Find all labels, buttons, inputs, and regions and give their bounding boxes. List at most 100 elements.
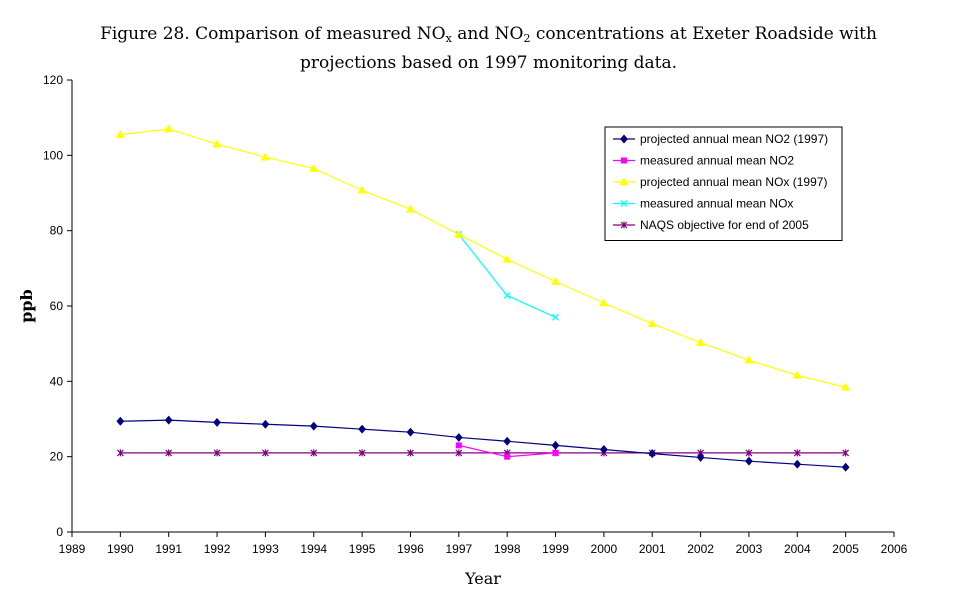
data-point (599, 445, 608, 454)
data-point (454, 433, 463, 442)
data-point (115, 130, 125, 138)
data-point (841, 462, 850, 472)
x-tick-label: 1993 (252, 542, 279, 556)
data-point (358, 449, 366, 457)
legend-marker (619, 177, 629, 186)
data-point (792, 370, 802, 379)
legend-label: measured annual mean NO2 (640, 154, 794, 168)
x-tick-label: 1989 (59, 542, 86, 556)
title-sub-2: 2 (523, 32, 531, 45)
data-point (357, 185, 367, 194)
y-tick-label: 100 (43, 148, 63, 162)
data-point (165, 449, 173, 457)
data-point (504, 453, 511, 460)
data-point (841, 382, 851, 391)
x-tick-label: 1992 (204, 542, 231, 556)
legend: projected annual mean NO2 (1997) measured… (604, 126, 843, 241)
x-tick-label: 2003 (736, 542, 763, 556)
x-tick-label: 2004 (784, 542, 811, 556)
data-point (213, 417, 221, 427)
data-point (647, 319, 657, 328)
series-1 (116, 415, 850, 472)
data-point (744, 355, 754, 364)
data-point (551, 440, 560, 450)
legend-entry: projected annual mean NOx (1997) (613, 175, 827, 189)
data-point (696, 452, 705, 462)
series-line (120, 128, 846, 388)
data-point (745, 456, 753, 466)
y-tick-label: 40 (50, 374, 64, 388)
data-point (552, 313, 559, 321)
data-point (503, 436, 512, 446)
data-point (455, 442, 462, 449)
data-point (648, 449, 657, 459)
chart-title-line-2: projections based on 1997 monitoring dat… (299, 53, 677, 73)
data-point (454, 229, 464, 238)
legend-marker (620, 221, 628, 229)
x-tick-label: 1996 (397, 542, 424, 556)
x-tick-label: 1990 (107, 542, 134, 556)
data-point (309, 421, 318, 431)
data-point (116, 449, 124, 457)
series-line (120, 419, 846, 468)
legend-entry: NAQS objective for end of 2005 (613, 218, 809, 232)
x-tick-label: 2001 (639, 542, 666, 556)
data-point (309, 163, 319, 172)
legend-marker (620, 200, 628, 207)
data-point (793, 449, 801, 457)
data-point (551, 276, 561, 285)
series-line (458, 234, 556, 318)
data-point (164, 415, 173, 425)
series-3 (115, 124, 851, 391)
data-point (260, 152, 270, 161)
data-point (552, 449, 559, 456)
legend-entry: projected annual mean NO2 (1997) (613, 132, 828, 146)
data-point (745, 449, 753, 457)
title-text-b: and NO (451, 24, 524, 44)
legend-marker (620, 134, 628, 144)
data-point (502, 254, 512, 263)
x-tick-label: 1998 (494, 542, 521, 556)
x-tick-label: 1994 (300, 542, 327, 556)
y-tick-label: 60 (50, 299, 64, 313)
chart-title: Figure 28. Comparison of measured NOx an… (0, 22, 977, 76)
x-tick-label: 2005 (832, 542, 859, 556)
x-tick-label: 1999 (542, 542, 569, 556)
series-2 (455, 442, 559, 460)
legend-label: measured annual mean NOx (640, 197, 793, 211)
data-point (407, 449, 414, 457)
title-sub-x: x (445, 32, 452, 45)
data-point (406, 427, 415, 437)
chart-title-line-1: Figure 28. Comparison of measured NOx an… (0, 22, 977, 51)
data-point (116, 416, 125, 426)
x-tick-label: 1997 (445, 542, 472, 556)
data-point (164, 124, 174, 133)
x-axis-title: Year (464, 569, 501, 588)
x-tick-label: 1991 (155, 542, 182, 556)
axes: 0 20 40 60 80 100 120 1989 1990 1991 1992 1993 1994 1… (43, 73, 908, 556)
title-text-c: concentrations at Exeter Roadside with (530, 24, 877, 44)
data-point (599, 298, 609, 307)
legend-box (604, 126, 843, 241)
x-tick-label: 2000 (591, 542, 618, 556)
data-point (696, 337, 706, 346)
title-text-a: Figure 28. Comparison of measured NO (100, 24, 446, 44)
data-point (793, 459, 802, 469)
y-tick-label: 120 (43, 73, 63, 87)
data-point (261, 449, 269, 457)
data-point (842, 449, 850, 457)
data-point (261, 419, 270, 429)
data-point (405, 204, 415, 213)
y-tick-label: 80 (50, 224, 64, 238)
data-point (213, 449, 221, 457)
legend-label: NAQS objective for end of 2005 (640, 218, 809, 232)
legend-marker (621, 157, 627, 164)
legend-label: projected annual mean NO2 (1997) (640, 132, 828, 146)
x-tick-label: 1995 (349, 542, 376, 556)
y-axis-title: ppb (17, 289, 36, 323)
legend-label: projected annual mean NOx (1997) (640, 175, 827, 189)
legend-entry: measured annual mean NOx (613, 197, 793, 211)
data-point (358, 424, 367, 434)
data-point (212, 139, 222, 148)
